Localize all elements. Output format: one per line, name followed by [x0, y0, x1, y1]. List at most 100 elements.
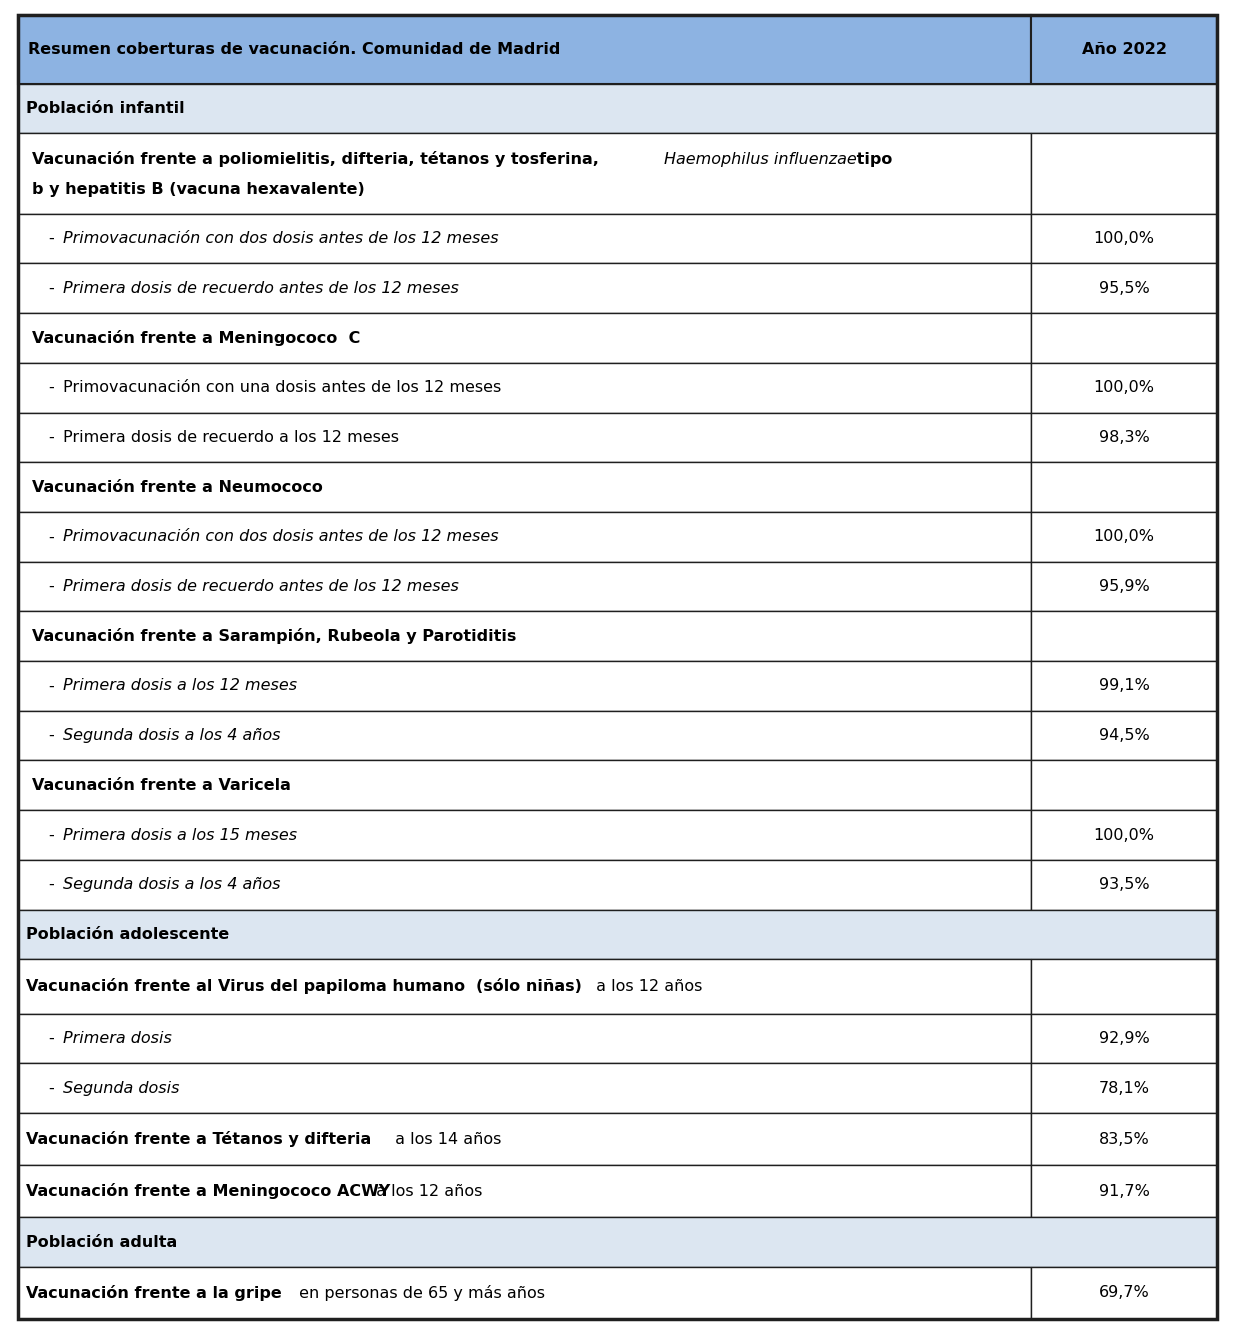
Bar: [19, 760, 1031, 810]
Text: 69,7%: 69,7%: [1099, 1286, 1150, 1301]
Text: a los 12 años: a los 12 años: [592, 979, 703, 994]
Text: Vacunación frente al Virus del papiloma humano: Vacunación frente al Virus del papiloma …: [26, 979, 471, 994]
Bar: [19, 910, 1216, 959]
Bar: [1031, 412, 1216, 463]
Text: Primovacunación con dos dosis antes de los 12 meses: Primovacunación con dos dosis antes de l…: [63, 231, 499, 247]
Text: Segunda dosis a los 4 años: Segunda dosis a los 4 años: [63, 878, 280, 892]
Text: a los 14 años: a los 14 años: [390, 1131, 501, 1147]
Text: 94,5%: 94,5%: [1099, 728, 1150, 743]
Bar: [1031, 611, 1216, 662]
Bar: [19, 512, 1031, 562]
Text: en personas de 65 y más años: en personas de 65 y más años: [294, 1285, 546, 1301]
Text: Primera dosis a los 12 meses: Primera dosis a los 12 meses: [63, 679, 298, 694]
Text: Primera dosis de recuerdo a los 12 meses: Primera dosis de recuerdo a los 12 meses: [63, 430, 399, 446]
Bar: [19, 662, 1031, 711]
Text: Resumen coberturas de vacunación. Comunidad de Madrid: Resumen coberturas de vacunación. Comuni…: [28, 41, 561, 57]
Bar: [19, 860, 1031, 910]
Bar: [19, 810, 1031, 860]
Bar: [1031, 463, 1216, 512]
Bar: [1031, 1014, 1216, 1063]
Bar: [19, 133, 1031, 213]
Text: Población adulta: Población adulta: [26, 1234, 178, 1250]
Bar: [1031, 810, 1216, 860]
Text: Segunda dosis: Segunda dosis: [63, 1081, 179, 1095]
Text: Segunda dosis a los 4 años: Segunda dosis a los 4 años: [63, 728, 280, 743]
Bar: [19, 84, 1216, 133]
Bar: [19, 1063, 1031, 1113]
Text: Vacunación frente a Neumococo: Vacunación frente a Neumococo: [32, 480, 322, 495]
Bar: [1031, 363, 1216, 412]
Text: -: -: [48, 827, 54, 843]
Text: -: -: [48, 430, 54, 446]
Text: Primera dosis a los 15 meses: Primera dosis a los 15 meses: [63, 827, 298, 843]
Text: 93,5%: 93,5%: [1099, 878, 1150, 892]
Text: Primera dosis: Primera dosis: [63, 1031, 172, 1046]
Bar: [19, 363, 1031, 412]
Text: 83,5%: 83,5%: [1099, 1131, 1150, 1147]
Text: tipo: tipo: [851, 152, 893, 167]
Text: Primovacunación con dos dosis antes de los 12 meses: Primovacunación con dos dosis antes de l…: [63, 530, 499, 544]
Bar: [1031, 213, 1216, 264]
Text: Primovacunación con una dosis antes de los 12 meses: Primovacunación con una dosis antes de l…: [63, 380, 501, 395]
Text: Primera dosis de recuerdo antes de los 12 meses: Primera dosis de recuerdo antes de los 1…: [63, 579, 459, 594]
Bar: [19, 959, 1031, 1014]
Bar: [19, 213, 1031, 264]
Bar: [1031, 860, 1216, 910]
Text: Primera dosis de recuerdo antes de los 12 meses: Primera dosis de recuerdo antes de los 1…: [63, 281, 459, 296]
Bar: [1031, 133, 1216, 213]
Text: Año 2022: Año 2022: [1082, 41, 1167, 57]
Text: 98,3%: 98,3%: [1099, 430, 1150, 446]
Text: 91,7%: 91,7%: [1099, 1183, 1150, 1199]
Bar: [1031, 760, 1216, 810]
Text: -: -: [48, 281, 54, 296]
Text: 95,9%: 95,9%: [1099, 579, 1150, 594]
Text: (sólo niñas): (sólo niñas): [477, 979, 582, 994]
Bar: [19, 562, 1031, 611]
Text: Población adolescente: Población adolescente: [26, 927, 230, 942]
Bar: [19, 264, 1031, 313]
Bar: [19, 1165, 1031, 1217]
Bar: [1031, 1113, 1216, 1165]
Text: 95,5%: 95,5%: [1099, 281, 1150, 296]
Text: a los 12 años: a los 12 años: [370, 1183, 483, 1199]
Text: Vacunación frente a poliomielitis, difteria, tétanos y tosferina,: Vacunación frente a poliomielitis, difte…: [32, 151, 604, 167]
Bar: [19, 611, 1031, 662]
Text: Vacunación frente a Sarampión, Rubeola y Parotiditis: Vacunación frente a Sarampión, Rubeola y…: [32, 628, 516, 644]
Bar: [1031, 711, 1216, 760]
Bar: [1031, 1165, 1216, 1217]
Text: 100,0%: 100,0%: [1093, 530, 1155, 544]
Bar: [19, 15, 1031, 84]
Text: -: -: [48, 878, 54, 892]
Text: b y hepatitis B (vacuna hexavalente): b y hepatitis B (vacuna hexavalente): [32, 183, 364, 197]
Bar: [1031, 313, 1216, 363]
Text: Haemophilus influenzae: Haemophilus influenzae: [664, 152, 857, 167]
Bar: [19, 1217, 1216, 1267]
Bar: [1031, 959, 1216, 1014]
Text: -: -: [48, 530, 54, 544]
Text: 100,0%: 100,0%: [1093, 380, 1155, 395]
Text: -: -: [48, 679, 54, 694]
Text: -: -: [48, 380, 54, 395]
Bar: [1031, 1063, 1216, 1113]
Bar: [1031, 264, 1216, 313]
Bar: [1031, 15, 1216, 84]
Text: -: -: [48, 728, 54, 743]
Text: -: -: [48, 1031, 54, 1046]
Text: Vacunación frente a Tétanos y difteria: Vacunación frente a Tétanos y difteria: [26, 1131, 372, 1147]
Bar: [19, 463, 1031, 512]
Text: Vacunación frente a la gripe: Vacunación frente a la gripe: [26, 1285, 282, 1301]
Bar: [19, 1014, 1031, 1063]
Bar: [19, 412, 1031, 463]
Text: Población infantil: Población infantil: [26, 101, 184, 116]
Text: -: -: [48, 231, 54, 247]
Text: 100,0%: 100,0%: [1093, 827, 1155, 843]
Bar: [19, 1267, 1031, 1319]
Bar: [19, 711, 1031, 760]
Text: Vacunación frente a Varicela: Vacunación frente a Varicela: [32, 778, 291, 792]
Text: 78,1%: 78,1%: [1099, 1081, 1150, 1095]
Text: Vacunación frente a Meningococo ACWY: Vacunación frente a Meningococo ACWY: [26, 1183, 390, 1199]
Text: 100,0%: 100,0%: [1093, 231, 1155, 247]
Text: -: -: [48, 1081, 54, 1095]
Text: Vacunación frente a Meningococo  C: Vacunación frente a Meningococo C: [32, 329, 361, 346]
Text: -: -: [48, 579, 54, 594]
